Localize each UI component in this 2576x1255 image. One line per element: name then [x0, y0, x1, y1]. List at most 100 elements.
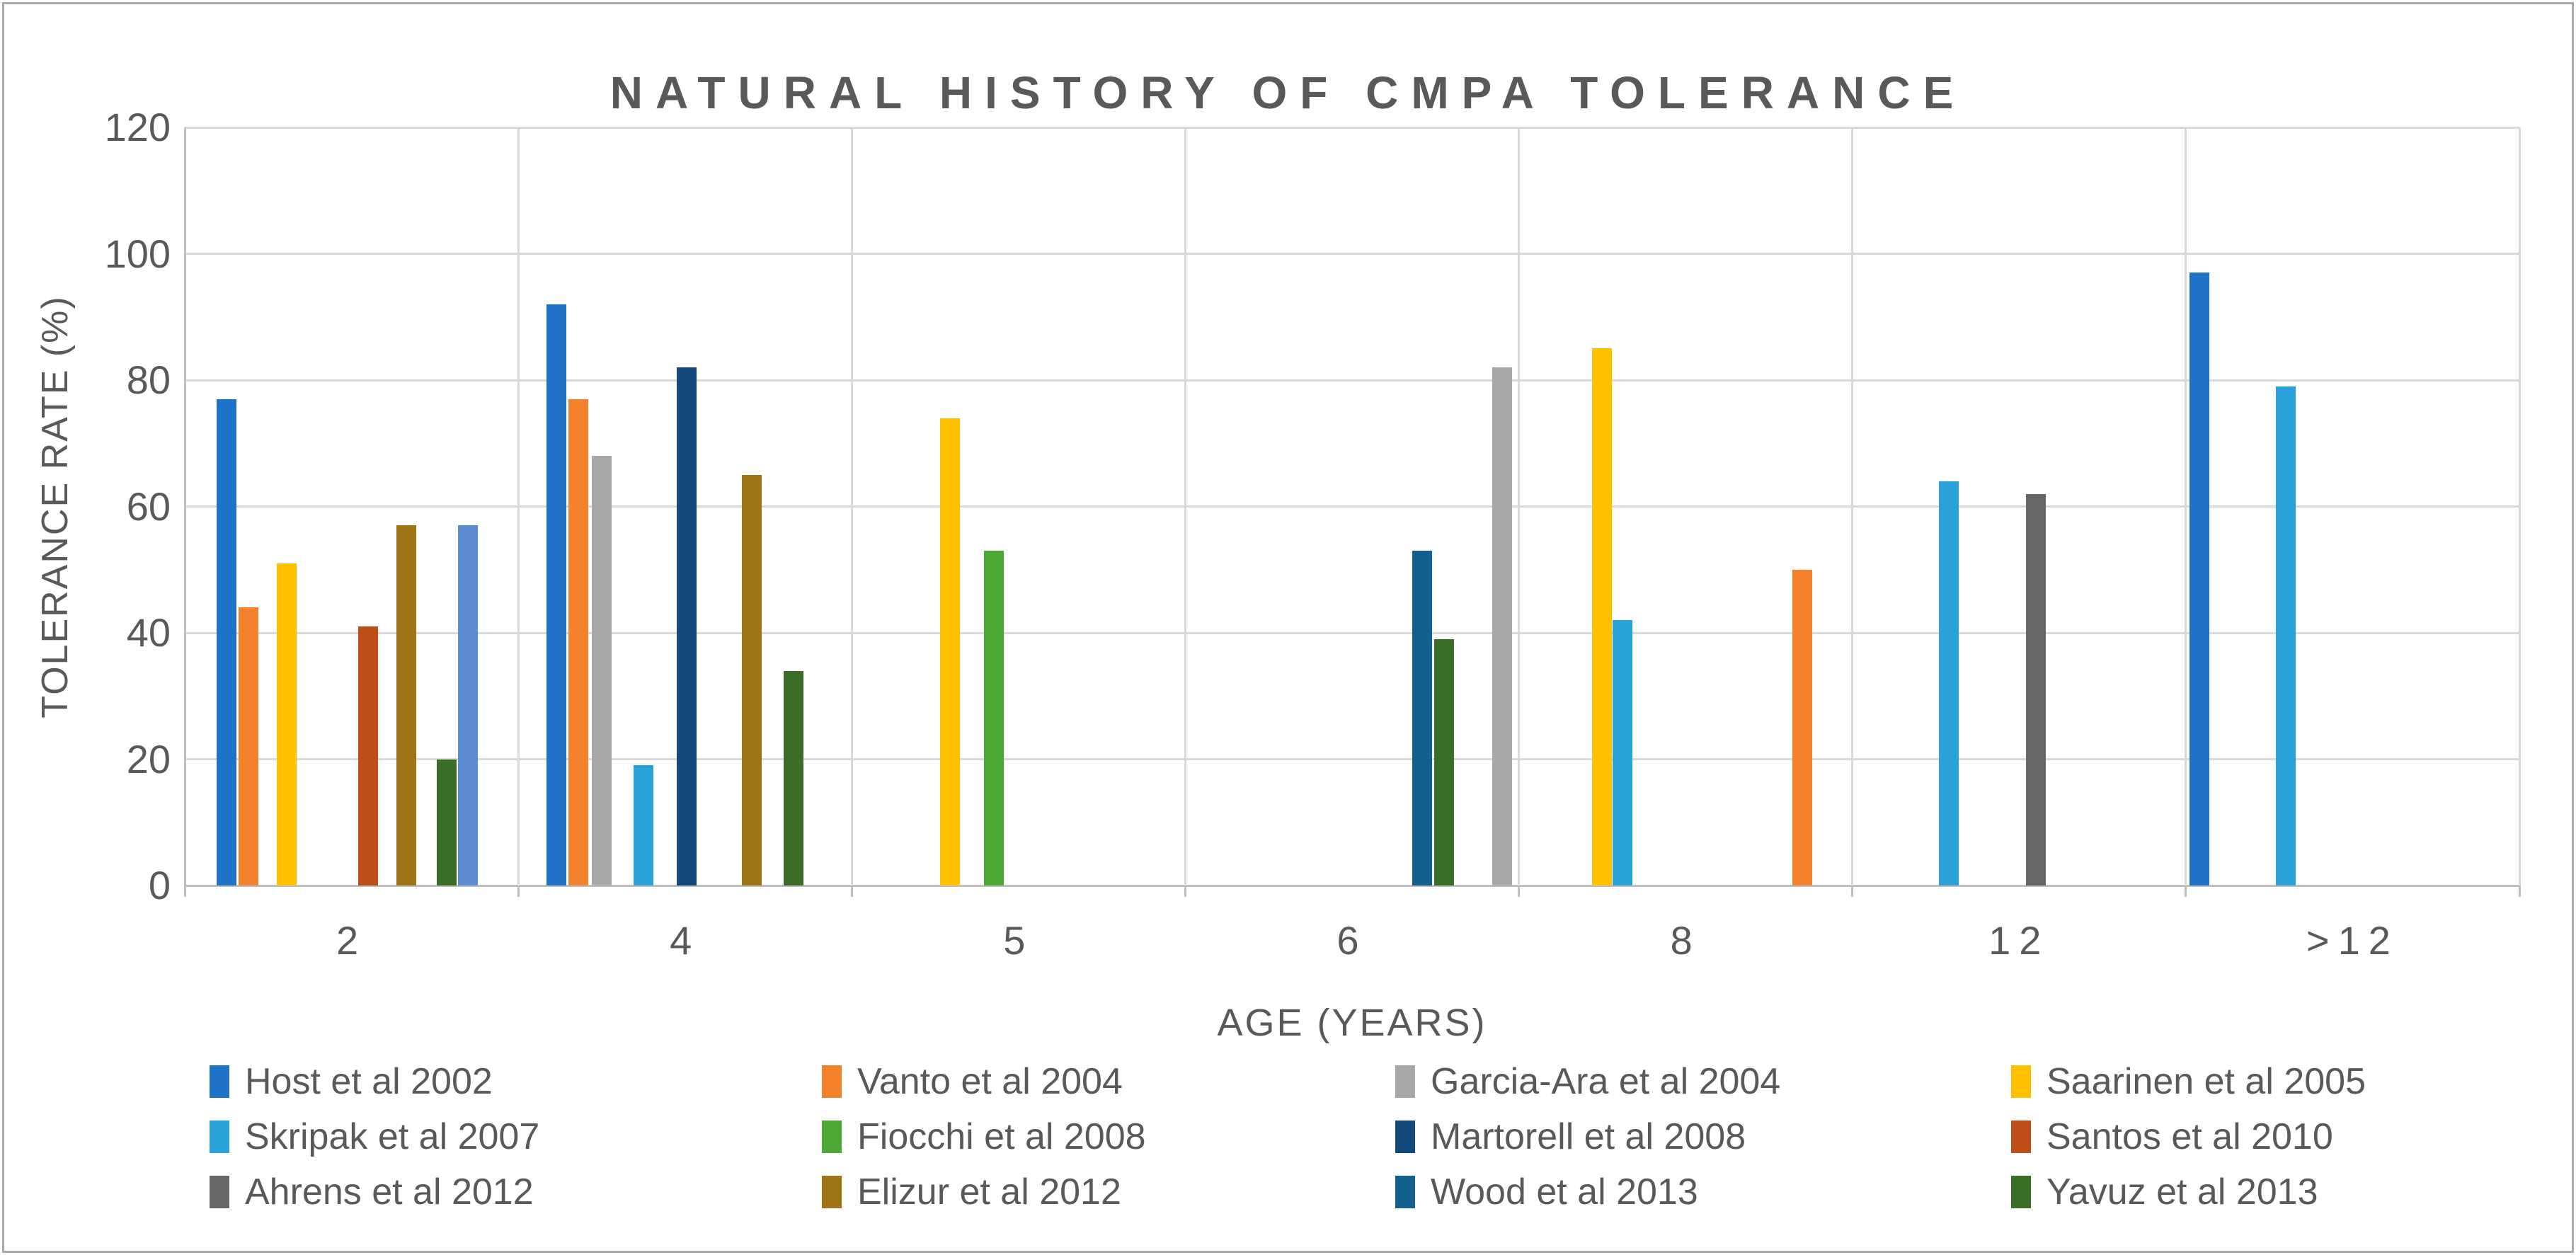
- legend-item-saarinen: Saarinen et al 2005: [2011, 1060, 2366, 1103]
- legend-swatch: [822, 1176, 842, 1208]
- legend-item-host: Host et al 2002: [210, 1060, 493, 1103]
- bar-elizur-age-2: [396, 525, 417, 886]
- bar-vanto-age-4: [568, 399, 588, 886]
- x-category-label: 2: [336, 918, 367, 963]
- bar-yavuz-age-6: [1433, 638, 1454, 886]
- v-gridline: [2518, 127, 2521, 886]
- y-tick-label: 0: [148, 863, 171, 907]
- bar-fiocchi-age-5: [983, 550, 1004, 886]
- v-gridline: [1518, 127, 1521, 886]
- legend-label: Santos et al 2010: [2047, 1116, 2333, 1157]
- legend-label: Martorell et al 2008: [1431, 1116, 1746, 1157]
- legend-swatch: [2011, 1121, 2031, 1153]
- legend-item-skripak: Skripak et al 2007: [210, 1116, 539, 1158]
- legend-item-santos: Santos et al 2010: [2011, 1116, 2333, 1158]
- axis-tick: [2185, 886, 2187, 897]
- legend-swatch: [1395, 1176, 1415, 1208]
- legend-item-fiocchi: Fiocchi et al 2008: [822, 1116, 1146, 1158]
- bar-skripak-age-8: [1612, 620, 1632, 886]
- axis-tick: [183, 886, 186, 897]
- bar-santos-age-2: [358, 626, 379, 886]
- y-tick-label: 120: [104, 105, 171, 149]
- bar-vanto-age-2: [238, 607, 258, 886]
- legend-label: Yavuz et al 2013: [2047, 1171, 2318, 1213]
- bar-garcia-ara-age-4: [591, 456, 612, 886]
- y-tick-label: 40: [126, 610, 171, 655]
- bar-host-age-4: [546, 304, 567, 886]
- x-category-label: >12: [2306, 918, 2399, 963]
- bar-vanto-age-8: [1792, 569, 1813, 886]
- axis-tick: [850, 886, 853, 897]
- y-tick-label: 80: [126, 357, 171, 402]
- legend-label: Ahrens et al 2012: [245, 1171, 534, 1213]
- bar-martorell-age-4: [677, 367, 697, 886]
- x-category-label: 6: [1336, 918, 1368, 963]
- legend-label: Saarinen et al 2005: [2047, 1061, 2366, 1102]
- h-gridline: [185, 253, 2519, 255]
- legend-item-martorell: Martorell et al 2008: [1395, 1116, 1746, 1158]
- legend-item-elizur: Elizur et al 2012: [822, 1171, 1121, 1213]
- bar-saarinen-age-2: [276, 563, 297, 886]
- y-tick-label: 60: [126, 483, 171, 529]
- h-gridline: [185, 126, 2519, 129]
- h-gridline: [185, 758, 2519, 760]
- bar-saarinen-age-8: [1592, 348, 1613, 886]
- v-gridline: [1184, 127, 1186, 886]
- axis-tick: [1851, 886, 1854, 897]
- legend-item-wood: Wood et al 2013: [1395, 1171, 1698, 1213]
- bar-wood-age-6: [1412, 550, 1432, 886]
- h-gridline: [185, 505, 2519, 508]
- bar-skripak-age-12: [1939, 481, 1959, 886]
- legend-label: Host et al 2002: [245, 1061, 493, 1102]
- legend-swatch: [210, 1065, 229, 1098]
- legend-label: Fiocchi et al 2008: [857, 1116, 1146, 1157]
- y-tick-label: 20: [126, 736, 171, 781]
- bar-unlabeled-age-2: [458, 525, 479, 886]
- legend-label: Elizur et al 2012: [857, 1171, 1121, 1213]
- legend-swatch: [822, 1121, 842, 1153]
- axis-tick: [1184, 886, 1186, 897]
- h-gridline: [185, 631, 2519, 634]
- legend-item-yavuz: Yavuz et al 2013: [2011, 1171, 2318, 1213]
- bar-saarinen-age-5: [940, 418, 961, 886]
- legend-swatch: [822, 1065, 842, 1098]
- bar-skripak-age-gt12: [2276, 386, 2296, 886]
- legend-label: Vanto et al 2004: [857, 1061, 1123, 1102]
- legend-swatch: [210, 1121, 229, 1153]
- plot-area: [183, 126, 2521, 897]
- chart-title: NATURAL HISTORY OF CMPA TOLERANCE: [609, 67, 1967, 118]
- legend-swatch: [2011, 1176, 2031, 1208]
- legend-item-ahrens: Ahrens et al 2012: [210, 1171, 534, 1213]
- v-gridline: [2185, 127, 2187, 886]
- x-category-label: 12: [1988, 918, 2050, 963]
- axis-tick: [1518, 886, 1521, 897]
- bar-elizur-age-4: [741, 474, 762, 886]
- legend-swatch: [1395, 1065, 1415, 1098]
- x-category-label: 8: [1670, 918, 1701, 963]
- v-gridline: [1851, 127, 1854, 886]
- y-axis-line: [183, 127, 186, 886]
- x-category-label: 4: [670, 918, 701, 963]
- v-gridline: [850, 127, 853, 886]
- legend-swatch: [1395, 1121, 1415, 1153]
- bar-yavuz-age-4: [783, 670, 803, 886]
- bar-ahrens-age-12: [2025, 493, 2046, 886]
- legend-label: Garcia-Ara et al 2004: [1431, 1061, 1781, 1102]
- h-gridline: [185, 379, 2519, 382]
- legend-swatch: [210, 1176, 229, 1208]
- bar-host-age-gt12: [2189, 273, 2209, 886]
- x-category-label: 5: [1003, 918, 1034, 963]
- legend-swatch: [2011, 1065, 2031, 1098]
- legend-item-vanto: Vanto et al 2004: [822, 1060, 1123, 1103]
- axis-tick: [2518, 886, 2521, 897]
- bar-garcia-ara-age-6: [1492, 367, 1512, 886]
- legend-label: Wood et al 2013: [1431, 1171, 1698, 1213]
- axis-tick: [517, 886, 520, 897]
- bar-host-age-2: [216, 399, 236, 886]
- bar-yavuz-age-2: [436, 759, 457, 886]
- legend-label: Skripak et al 2007: [245, 1116, 540, 1157]
- x-axis-title: AGE (YEARS): [1217, 1002, 1487, 1044]
- bar-skripak-age-4: [633, 765, 653, 886]
- legend-item-garcia-ara: Garcia-Ara et al 2004: [1395, 1060, 1780, 1103]
